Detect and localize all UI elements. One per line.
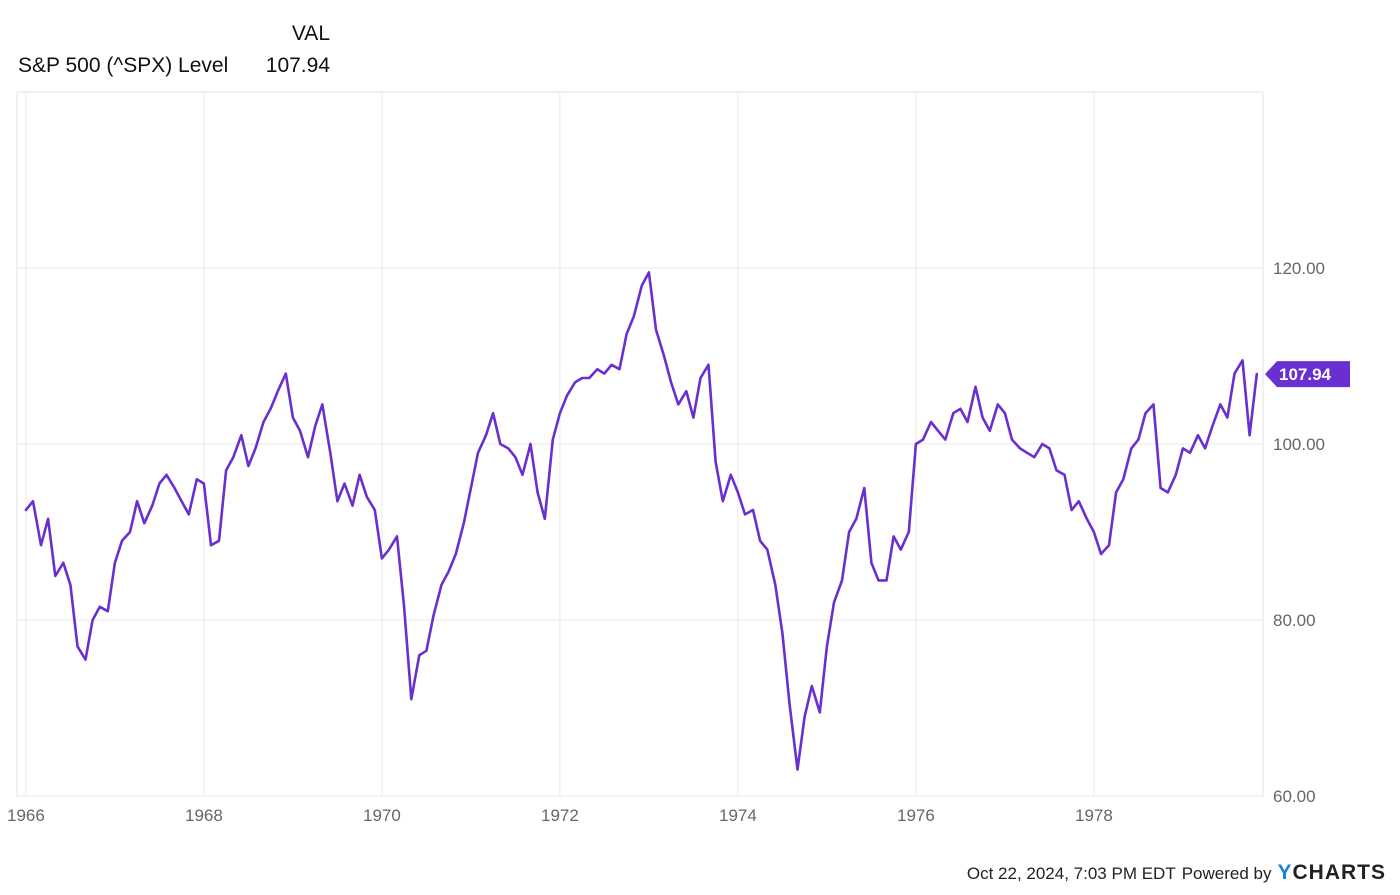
y-tick-label: 100.00: [1273, 435, 1325, 454]
x-tick-label: 1970: [363, 806, 401, 825]
x-tick-label: 1978: [1075, 806, 1113, 825]
ycharts-logo-y: Y: [1277, 861, 1293, 884]
x-tick-label: 1976: [897, 806, 935, 825]
footer-powered-by: Powered by: [1181, 864, 1272, 883]
last-value-badge: 107.94: [1265, 361, 1350, 388]
y-tick-label: 80.00: [1273, 611, 1316, 630]
ycharts-logo-text: CHARTS: [1292, 861, 1386, 884]
y-axis: 60.00 80.00 100.00 120.00: [1273, 259, 1325, 806]
x-axis: 1966 1968 1970 1972 1974 1976 1978: [7, 806, 1113, 825]
y-tick-label: 60.00: [1273, 787, 1316, 806]
footer-timestamp: Oct 22, 2024, 7:03 PM EDT: [966, 864, 1176, 883]
x-tick-label: 1972: [541, 806, 579, 825]
ycharts-logo[interactable]: YCHARTS: [1277, 861, 1386, 885]
x-tick-label: 1968: [185, 806, 223, 825]
y-tick-label: 120.00: [1273, 259, 1325, 278]
legend-series-name: S&P 500 (^SPX) Level: [18, 54, 229, 77]
footer: Oct 22, 2024, 7:03 PM EDT Powered by YCH…: [967, 861, 1386, 885]
x-tick-label: 1966: [7, 806, 45, 825]
legend-series-value: 107.94: [265, 54, 330, 77]
x-tick-label: 1974: [719, 806, 757, 825]
series-line: [24, 271, 1259, 771]
last-value-label: 107.94: [1279, 365, 1332, 384]
last-value-badge-shape: [1265, 361, 1350, 388]
legend-value-header: VAL: [291, 22, 330, 45]
series-layer: [24, 271, 1259, 771]
